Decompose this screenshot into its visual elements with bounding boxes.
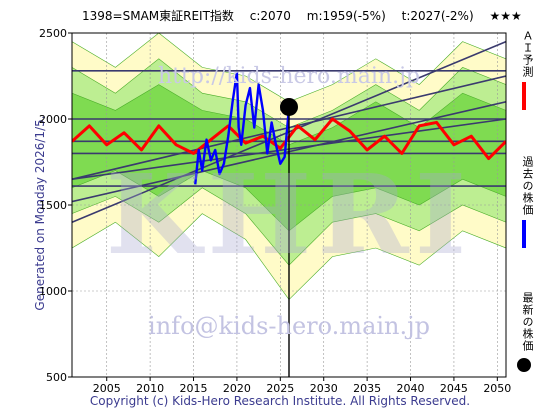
y-tick-label: 2000 <box>39 113 67 126</box>
x-tick-label: 2025 <box>266 382 294 395</box>
target-price: t:2027(-2%) <box>401 9 474 23</box>
legend-past-swatch <box>522 220 526 248</box>
y-tick-label: 1500 <box>39 199 67 212</box>
x-tick-label: 2020 <box>223 382 251 395</box>
chart-header: 1398=SMAM東証REIT指数 c:2070 m:1959(-5%) t:2… <box>82 7 534 24</box>
latest-price-dot <box>280 97 298 116</box>
x-tick-label: 2040 <box>397 382 425 395</box>
legend-past-label: 過去の株価 <box>521 156 534 216</box>
x-tick-label: 2050 <box>483 382 511 395</box>
legend-ai-label: ＡＩ予測 <box>521 30 534 78</box>
legend-latest: 最新の株価 <box>514 292 538 372</box>
x-tick-label: 2035 <box>353 382 381 395</box>
rating-stars: ★★★ <box>489 9 522 23</box>
chart-title: 1398=SMAM東証REIT指数 <box>82 9 234 23</box>
legend-ai-swatch <box>522 82 526 110</box>
copyright-footer: Copyright (c) Kids-Hero Research Institu… <box>89 394 471 408</box>
x-tick-label: 2045 <box>440 382 468 395</box>
legend-latest-swatch <box>517 358 531 372</box>
legend: ＡＩ予測 過去の株価 最新の株価 <box>514 30 538 380</box>
y-tick-label: 1000 <box>39 285 67 298</box>
y-tick-label: 500 <box>46 371 67 384</box>
x-tick-label: 2005 <box>93 382 121 395</box>
x-tick-label: 2010 <box>136 382 164 395</box>
model-price: m:1959(-5%) <box>306 9 386 23</box>
legend-past: 過去の株価 <box>514 156 538 248</box>
past-price-line <box>194 71 291 185</box>
legend-ai: ＡＩ予測 <box>514 30 538 110</box>
x-tick-label: 2030 <box>310 382 338 395</box>
x-tick-label: 2015 <box>180 382 208 395</box>
y-tick-label: 2500 <box>39 27 67 40</box>
current-price: c:2070 <box>249 9 291 23</box>
legend-latest-label: 最新の株価 <box>521 292 534 352</box>
